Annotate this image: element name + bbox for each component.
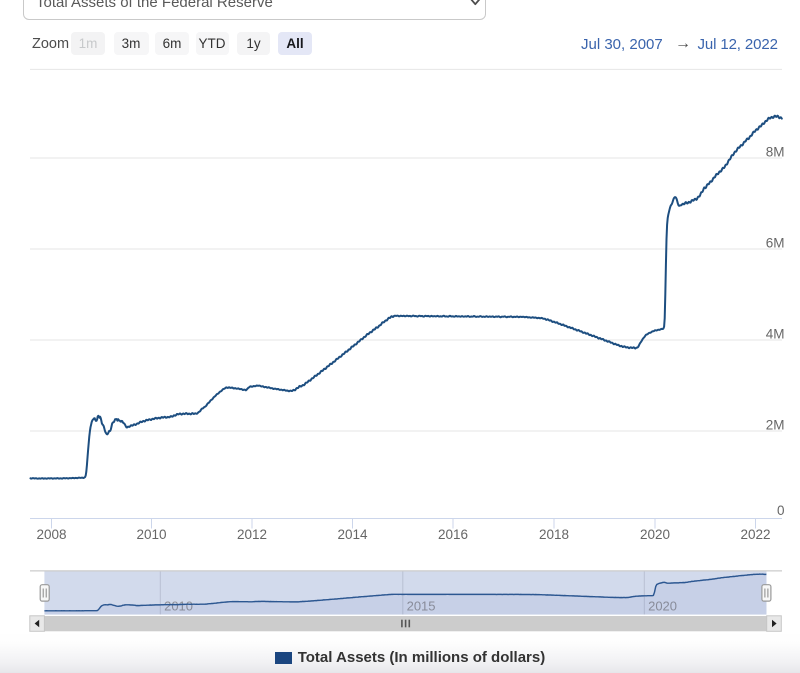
svg-text:2015: 2015	[407, 599, 436, 614]
svg-text:2M: 2M	[766, 418, 785, 433]
svg-text:8M: 8M	[766, 145, 785, 160]
svg-text:6M: 6M	[766, 236, 785, 251]
svg-text:2014: 2014	[337, 527, 368, 542]
svg-text:2010: 2010	[164, 599, 193, 614]
svg-text:2018: 2018	[539, 527, 569, 542]
svg-text:2020: 2020	[640, 527, 670, 542]
svg-text:2012: 2012	[237, 527, 267, 542]
svg-text:2022: 2022	[740, 527, 770, 542]
svg-text:4M: 4M	[766, 327, 785, 342]
svg-text:2010: 2010	[136, 527, 166, 542]
svg-text:2016: 2016	[438, 527, 468, 542]
svg-text:0: 0	[777, 503, 785, 518]
svg-text:2020: 2020	[648, 599, 677, 614]
svg-text:2008: 2008	[36, 527, 66, 542]
